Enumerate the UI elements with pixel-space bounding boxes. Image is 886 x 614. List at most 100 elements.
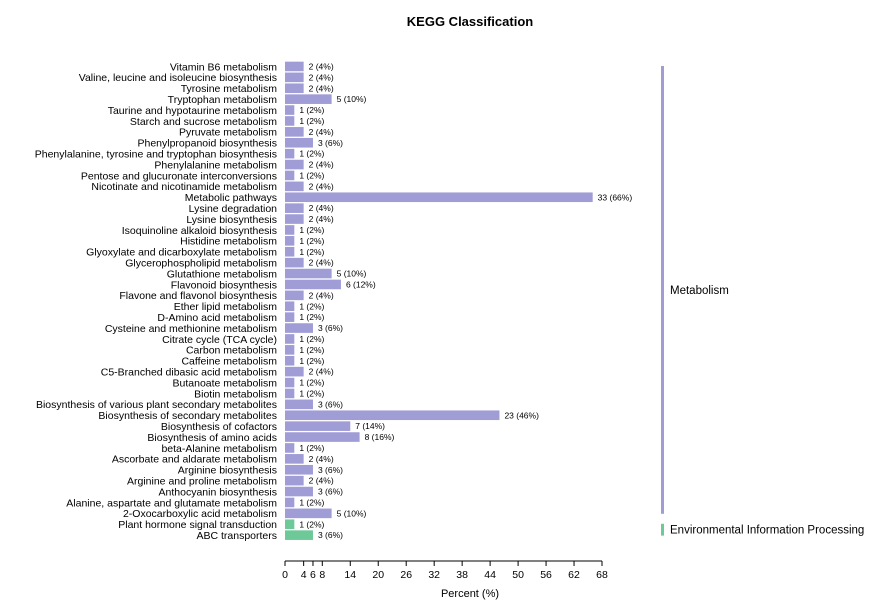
bar (285, 159, 304, 170)
bar-value-label: 2 (4%) (309, 290, 334, 300)
bar-value-label: 2 (4%) (309, 72, 334, 82)
bar-value-label: 2 (4%) (309, 181, 334, 191)
bar-value-label: 2 (4%) (309, 61, 334, 71)
category-label: Pentose and glucuronate interconversions (81, 170, 277, 182)
bar-value-label: 2 (4%) (309, 476, 334, 486)
category-label: Phenylalanine, tyrosine and tryptophan b… (35, 148, 277, 160)
bar-value-label: 1 (2%) (299, 378, 324, 388)
x-tick-label: 32 (428, 569, 440, 581)
category-label: Carbon metabolism (186, 345, 277, 357)
bar-value-label: 6 (12%) (346, 279, 376, 289)
bar (285, 377, 295, 388)
category-label: Lysine degradation (189, 203, 278, 215)
bar (285, 83, 304, 94)
bar-value-label: 33 (66%) (598, 192, 633, 202)
bar-value-label: 23 (46%) (504, 410, 539, 420)
bar-value-label: 1 (2%) (299, 519, 324, 529)
bar-value-label: 1 (2%) (299, 170, 324, 180)
category-label: Isoquinoline alkaloid biosynthesis (122, 225, 277, 237)
bar (285, 475, 304, 486)
bar-value-label: 1 (2%) (299, 334, 324, 344)
bar (285, 399, 313, 410)
category-label: Ether lipid metabolism (174, 301, 278, 313)
bar (285, 312, 295, 322)
category-label: Anthocyanin biosynthesis (159, 486, 278, 498)
bar-value-label: 1 (2%) (299, 236, 324, 246)
bar (285, 268, 332, 279)
category-label: Plant hormone signal transduction (118, 519, 277, 531)
category-label: Tryptophan metabolism (168, 94, 278, 106)
category-label: Vitamin B6 metabolism (170, 61, 277, 73)
bar-value-label: 1 (2%) (299, 149, 324, 159)
bar-value-label: 3 (6%) (318, 530, 343, 540)
category-label: Glyoxylate and dicarboxylate metabolism (86, 247, 277, 259)
category-label: Flavone and flavonol biosynthesis (119, 290, 277, 302)
bar-value-label: 1 (2%) (299, 312, 324, 322)
x-tick-label: 0 (282, 569, 288, 581)
bar-value-label: 5 (10%) (337, 508, 367, 518)
x-tick-label: 8 (319, 569, 325, 581)
bar (285, 530, 313, 540)
category-label: Butanoate metabolism (173, 377, 278, 389)
bar (285, 508, 332, 519)
x-tick-label: 14 (344, 569, 356, 581)
category-label: Caffeine metabolism (181, 356, 277, 368)
bar-value-label: 1 (2%) (299, 443, 324, 453)
bar-value-label: 2 (4%) (309, 160, 334, 170)
category-label: Valine, leucine and isoleucine biosynthe… (79, 72, 277, 84)
bar (285, 334, 295, 344)
bar-value-label: 2 (4%) (309, 127, 334, 137)
category-label: beta-Alanine metabolism (161, 443, 277, 455)
bar (285, 443, 295, 453)
x-tick-label: 50 (512, 569, 524, 581)
bar (285, 410, 500, 421)
bar-value-label: 2 (4%) (309, 214, 334, 224)
bar-value-label: 3 (6%) (318, 465, 343, 475)
group-indicator-bar (661, 523, 664, 536)
bar (285, 421, 351, 431)
bar (285, 355, 295, 366)
category-label: C5-Branched dibasic acid metabolism (101, 366, 278, 378)
category-label: Tyrosine metabolism (181, 83, 278, 95)
bar-value-label: 2 (4%) (309, 83, 334, 93)
bar (285, 454, 304, 464)
bar (285, 214, 304, 224)
bar (285, 192, 593, 203)
category-label: Pyruvate metabolism (179, 127, 277, 139)
bar (285, 323, 313, 333)
bar (285, 257, 304, 268)
bar-value-label: 5 (10%) (337, 269, 367, 279)
bar (285, 170, 295, 181)
category-label: Citrate cycle (TCA cycle) (162, 334, 277, 346)
bar-value-label: 3 (6%) (318, 399, 343, 409)
bar (285, 464, 313, 475)
category-label: 2-Oxocarboxylic acid metabolism (123, 508, 277, 520)
bar (285, 388, 295, 399)
bar (285, 61, 304, 72)
bar (285, 105, 295, 115)
bar-value-label: 1 (2%) (299, 225, 324, 235)
bar (285, 236, 295, 246)
category-label: Phenylpropanoid biosynthesis (137, 138, 277, 150)
bar (285, 486, 313, 497)
x-tick-label: 56 (540, 569, 552, 581)
category-label: ABC transporters (196, 530, 277, 542)
x-tick-label: 38 (456, 569, 468, 581)
category-label: Biosynthesis of amino acids (147, 432, 277, 444)
category-label: Cysteine and methionine metabolism (105, 323, 277, 335)
bar (285, 137, 313, 148)
bar (285, 301, 295, 312)
category-label: Taurine and hypotaurine metabolism (108, 105, 278, 117)
category-label: Metabolic pathways (185, 192, 277, 204)
bar (285, 225, 295, 235)
value-labels: 2 (4%)2 (4%)2 (4%)5 (10%)1 (2%)1 (2%)2 (… (299, 61, 632, 540)
bar-value-label: 1 (2%) (299, 345, 324, 355)
bar (285, 181, 304, 192)
bar-value-label: 2 (4%) (309, 454, 334, 464)
x-tick-label: 44 (484, 569, 496, 581)
bar (285, 246, 295, 257)
bars-layer (285, 61, 593, 540)
bar (285, 127, 304, 137)
category-label: Glutathione metabolism (167, 268, 278, 280)
